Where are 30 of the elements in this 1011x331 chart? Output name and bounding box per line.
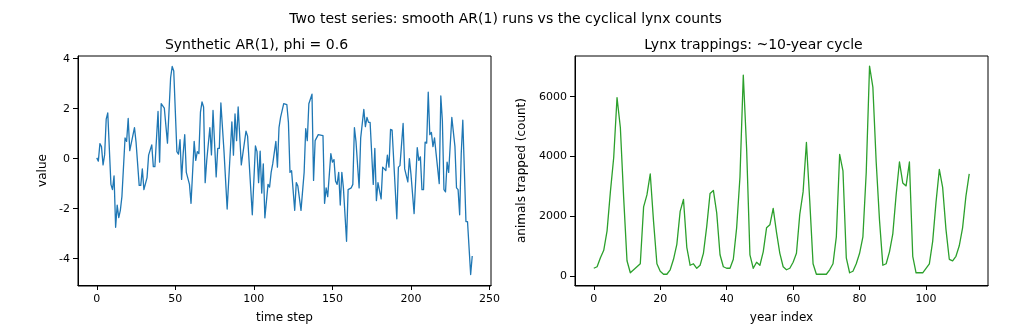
chart-title: Synthetic AR(1), phi = 0.6 (164, 36, 349, 52)
x-tick-label: 60 (786, 292, 801, 305)
x-tick-label: 80 (852, 292, 867, 305)
y-tick-label: -4 (59, 252, 70, 266)
x-tick-label: 100 (915, 292, 937, 305)
y-axis-title: value (35, 154, 49, 187)
y-tick-label: -2 (59, 202, 70, 216)
y-tick-label: 4000 (539, 149, 567, 163)
y-tick-label: 6000 (539, 89, 567, 103)
line-series (593, 65, 970, 275)
y-tick-label: 2 (63, 102, 70, 116)
x-axis-title: time step (256, 310, 313, 324)
x-tick-label: 250 (479, 292, 501, 305)
x-tick-label: 20 (653, 292, 668, 305)
y-tick-label: 2000 (539, 209, 567, 223)
x-tick-label: 150 (321, 292, 343, 305)
x-tick-label: 0 (590, 292, 598, 305)
line-series (96, 65, 473, 276)
x-tick-label: 200 (400, 292, 422, 305)
x-tick-label: 50 (168, 292, 183, 305)
y-axis-title: animals trapped (count) (514, 98, 528, 243)
chart-title: Lynx trappings: ~10-year cycle (644, 36, 863, 52)
y-tick-label: 0 (63, 152, 70, 166)
x-tick-label: 100 (243, 292, 265, 305)
y-tick-label: 4 (63, 52, 70, 66)
y-tick-label: 0 (560, 269, 567, 283)
x-tick-label: 40 (719, 292, 734, 305)
text: Two test series: smooth AR(1) runs vs the cyclical lynx counts (288, 9, 723, 28)
x-tick-label: 0 (93, 292, 101, 305)
x-axis-title: year index (749, 310, 814, 324)
